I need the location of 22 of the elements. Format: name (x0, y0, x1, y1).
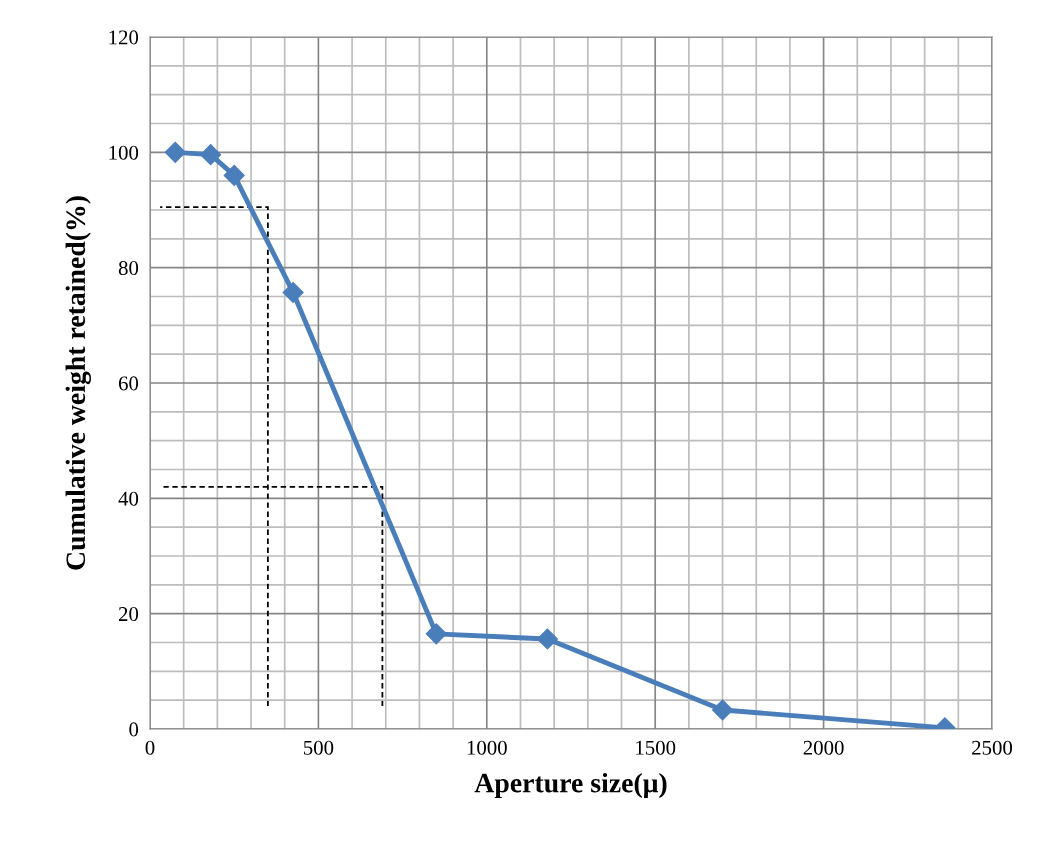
x-tick-label: 0 (145, 740, 155, 755)
y-axis-title: Cumulative weight retained(%) (65, 196, 91, 570)
y-tick-label: 20 (118, 607, 139, 622)
x-tick-label: 2500 (972, 740, 1013, 755)
y-tick-label: 0 (129, 722, 139, 737)
y-tick-label: 120 (109, 30, 139, 45)
y-tick-label: 40 (118, 491, 139, 506)
point (425, 623, 447, 645)
x-tick-label: 1500 (636, 740, 676, 755)
y-tick-label: 60 (118, 376, 139, 391)
y-tick-label: 100 (109, 145, 139, 160)
x-tick-label: 1000 (467, 740, 507, 755)
point (712, 699, 734, 721)
x-tick-label: 500 (303, 740, 334, 755)
y-tick-label: 80 (118, 261, 139, 276)
point (200, 144, 222, 166)
x-tick-label: 2000 (803, 740, 844, 755)
point (164, 141, 186, 163)
point (282, 281, 304, 303)
x-axis-title: Aperture size(μ) (474, 772, 667, 799)
point (536, 628, 558, 650)
point (223, 164, 245, 186)
